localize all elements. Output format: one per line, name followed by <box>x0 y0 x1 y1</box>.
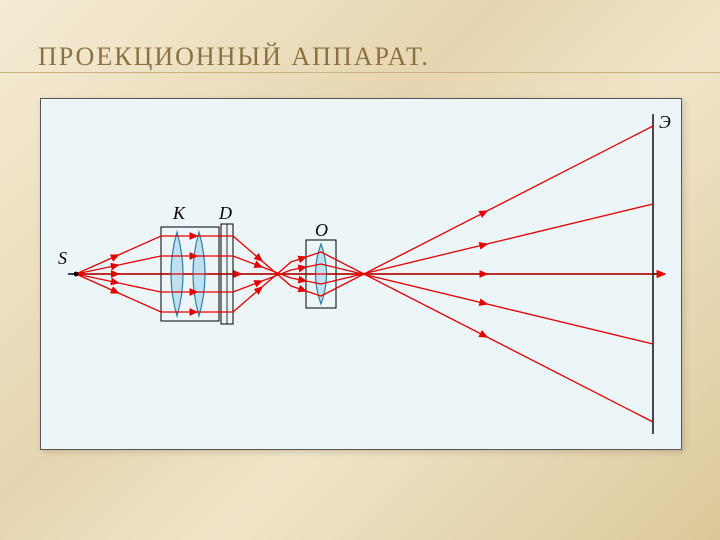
title-underline <box>0 72 720 73</box>
svg-text:Э: Э <box>659 112 671 132</box>
svg-text:O: O <box>315 220 328 240</box>
optics-diagram: S K D O Э <box>40 98 682 450</box>
slide: ПРОЕКЦИОННЫЙ АППАРАТ. S K D O Э <box>0 0 720 540</box>
svg-text:K: K <box>172 203 186 223</box>
svg-text:S: S <box>58 248 67 268</box>
diagram-svg: S K D O Э <box>41 99 681 449</box>
slide-title: ПРОЕКЦИОННЫЙ АППАРАТ. <box>38 42 430 72</box>
svg-text:D: D <box>218 203 232 223</box>
